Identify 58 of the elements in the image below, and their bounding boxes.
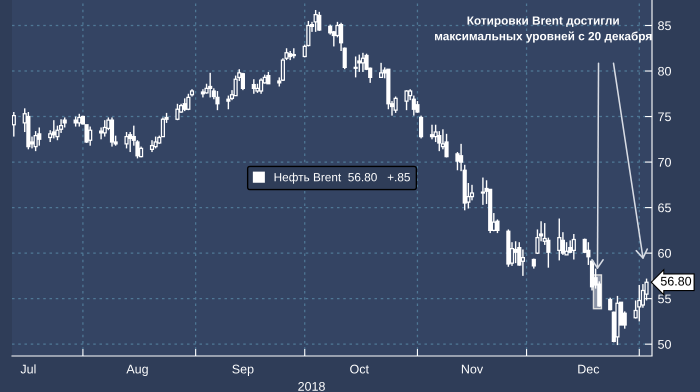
y-tick-label: 65 <box>658 203 671 212</box>
candlestick <box>419 114 424 140</box>
candlestick <box>74 116 78 128</box>
candlestick <box>252 78 256 94</box>
candlestick <box>292 48 296 59</box>
candlestick <box>354 56 358 78</box>
candlestick <box>186 93 190 111</box>
x-tick-label: Oct <box>350 364 369 374</box>
candlestick <box>514 240 518 264</box>
x-tick-label: Aug <box>126 364 148 376</box>
y-tick-label: 75 <box>658 112 671 122</box>
candlestick <box>266 71 270 84</box>
candlestick <box>572 233 576 260</box>
candlestick <box>328 24 332 36</box>
x-tick-label: Jul <box>20 364 36 374</box>
candlestick <box>259 78 264 94</box>
y-tick-label: 50 <box>658 340 671 349</box>
candlestick <box>520 248 525 277</box>
text: 56.80 <box>660 276 692 286</box>
candlestick <box>215 90 220 111</box>
candlestick <box>444 133 449 158</box>
candlestick <box>102 119 107 138</box>
candlestick <box>557 218 562 262</box>
candlestick <box>52 119 56 140</box>
x-tick-label: Dec <box>578 364 600 374</box>
candlestick <box>532 258 536 270</box>
candlestick <box>480 176 485 206</box>
candlestick <box>99 126 104 140</box>
candlestick <box>360 52 365 73</box>
y-tick-label: 80 <box>658 66 671 76</box>
candlestick <box>288 50 292 61</box>
candlestick <box>77 113 82 128</box>
candlestick <box>637 284 642 322</box>
x-tick-label: Sep <box>232 364 254 376</box>
candlestick <box>379 62 384 78</box>
candlestick <box>240 72 245 91</box>
candlestick <box>150 140 154 153</box>
y-tick-label: 70 <box>658 158 671 167</box>
candlestick <box>175 103 180 121</box>
y-tick-label: 60 <box>658 248 671 258</box>
candlestick <box>154 136 158 150</box>
candlestick <box>255 83 260 94</box>
candlestick <box>34 130 38 152</box>
candlestick <box>394 96 398 114</box>
candlestick <box>182 98 187 112</box>
text: 2018 <box>298 382 325 391</box>
legend-label: Нефть Brent 56.80 +.85 <box>274 172 410 184</box>
candlestick <box>124 131 129 150</box>
candlestick <box>110 116 114 148</box>
candlestick <box>88 126 92 146</box>
annotation: Котировки Brent достигли максимальных уровней с 20 декабря <box>435 16 652 43</box>
y-tick-label: 85 <box>658 21 671 30</box>
y-tick-label: 55 <box>658 294 671 304</box>
candlestick <box>208 72 212 98</box>
candlestick <box>404 89 409 111</box>
candlestick <box>317 11 322 32</box>
candlestick <box>430 124 434 140</box>
x-tick-label: Nov <box>462 364 484 374</box>
